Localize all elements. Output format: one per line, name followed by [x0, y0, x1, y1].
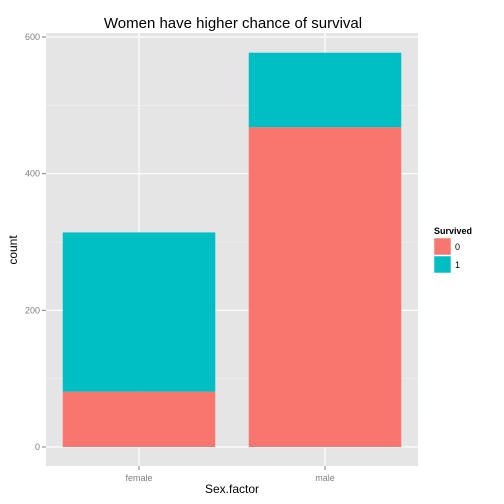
y-axis-title: count — [6, 235, 20, 265]
legend-label-1: 1 — [455, 260, 460, 270]
x-axis-title: Sex.factor — [205, 482, 259, 496]
bar-male-survived-1 — [248, 52, 402, 128]
bar-female-survived-1 — [62, 232, 216, 392]
bar-male-survived-0 — [248, 127, 402, 447]
bar-female-survived-0 — [62, 391, 216, 447]
legend-label-0: 0 — [455, 242, 460, 252]
legend-key-1 — [433, 255, 452, 274]
legend: Survived 0 1 — [433, 226, 472, 274]
x-tick-label: female — [125, 473, 152, 483]
x-axis-ticks: female male — [125, 466, 335, 483]
legend-key-0 — [433, 237, 452, 256]
chart-title: Women have higher chance of survival — [104, 15, 362, 32]
y-tick-label: 600 — [25, 32, 40, 42]
y-axis-ticks: 0 200 400 600 — [25, 32, 46, 452]
y-tick-label: 200 — [25, 305, 40, 315]
bars — [62, 52, 402, 447]
y-tick-label: 0 — [35, 442, 40, 452]
legend-title: Survived — [434, 226, 472, 236]
x-tick-label: male — [315, 473, 335, 483]
y-tick-label: 400 — [25, 169, 40, 179]
